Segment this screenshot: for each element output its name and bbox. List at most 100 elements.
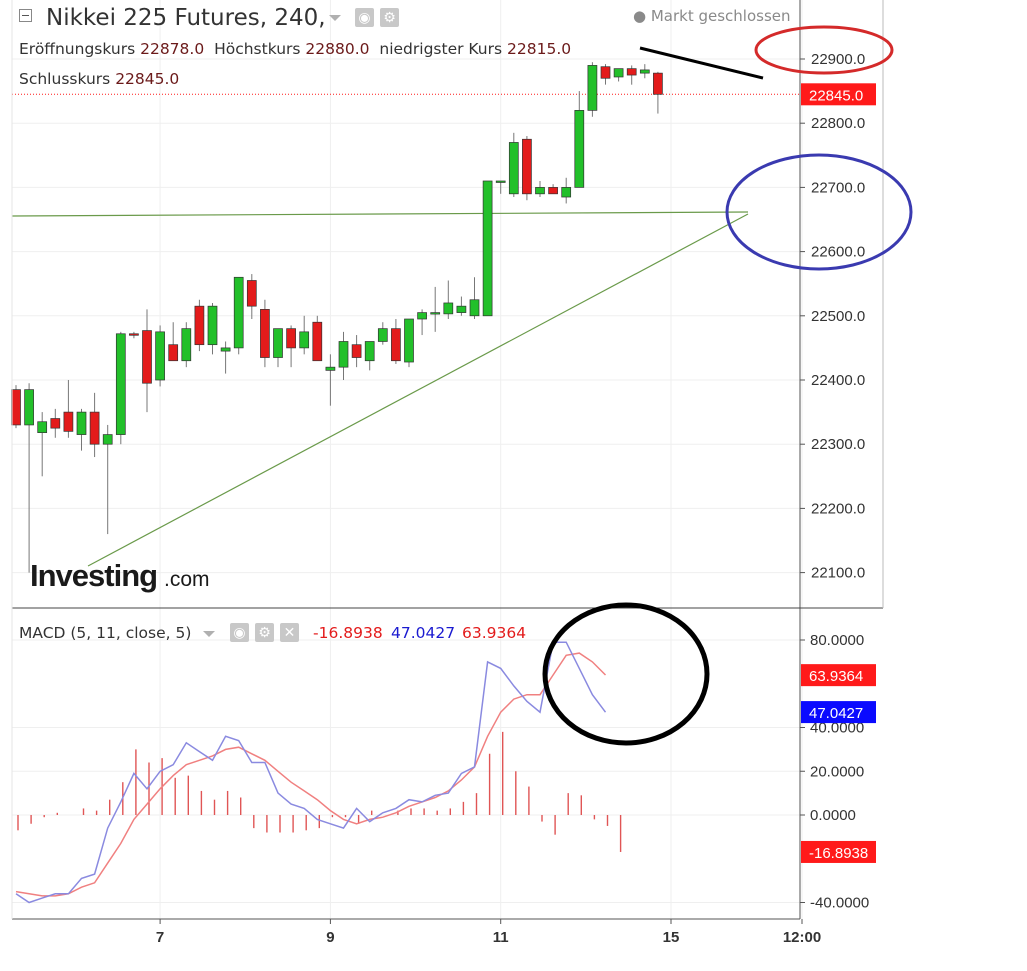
candle-body: [181, 328, 192, 362]
horizontal-trendline: [11, 211, 749, 217]
high-value: 22880.0: [305, 40, 370, 58]
histogram-badge: -16.8938: [809, 845, 868, 862]
time-tick-label: 12:00: [783, 929, 821, 946]
time-tick-label: 9: [326, 929, 334, 946]
candle-body: [50, 418, 61, 429]
macd-line: [15, 641, 607, 904]
candle-body: [246, 280, 257, 307]
candle-body: [312, 321, 323, 362]
red-circle-annotation: [754, 25, 894, 75]
candle-body: [233, 276, 244, 349]
rising-trendline: [87, 213, 749, 567]
collapse-icon[interactable]: [19, 9, 32, 22]
candle-body: [469, 299, 480, 317]
candle-body: [443, 302, 454, 315]
candle-body: [37, 421, 48, 433]
candle-body: [364, 341, 375, 362]
candle-body: [653, 72, 663, 95]
price-tick-label: 22200.0: [811, 500, 865, 517]
macd-histogram-value: -16.8938: [313, 624, 383, 642]
candle-body: [639, 69, 650, 74]
signal-badge-bg: [801, 664, 876, 687]
candle-body: [24, 389, 34, 426]
candle-body: [430, 312, 441, 315]
candle-body: [417, 312, 427, 320]
candle-body: [63, 411, 74, 432]
candle-body: [76, 411, 87, 435]
signal-badge: 63.9364: [809, 668, 863, 685]
price-tick-label: 22300.0: [811, 436, 865, 453]
close-icon[interactable]: ✕: [280, 623, 299, 642]
macd-tick-label: 20.0000: [810, 763, 864, 780]
candle-body: [574, 110, 585, 188]
chevron-down-icon[interactable]: [203, 631, 215, 637]
candle-body: [220, 347, 231, 352]
candle-body: [377, 328, 388, 342]
macd-badge: 47.0427: [809, 705, 863, 722]
macd-tick-label: 40.0000: [810, 720, 864, 737]
candle-body: [404, 318, 414, 363]
low-label: niedrigster Kurs: [379, 40, 503, 58]
high-label: Höchstkurs: [214, 40, 301, 58]
price-tick-label: 22900.0: [811, 51, 865, 68]
candle-body: [548, 187, 558, 195]
watermark-suffix: .com: [164, 568, 210, 591]
candle-body: [142, 330, 152, 384]
price-tick-label: 22700.0: [811, 179, 865, 196]
black-circle-annotation: [542, 602, 710, 746]
price-tick-label: 22600.0: [811, 244, 865, 261]
candle-body: [613, 68, 624, 78]
time-tick-label: 11: [493, 929, 509, 946]
price-tick-label: 22100.0: [811, 565, 865, 582]
open-label: Eröffnungskurs: [19, 40, 136, 58]
black-trend-annotation: [639, 46, 764, 80]
candle-body: [456, 305, 467, 313]
histogram-badge-bg: [801, 840, 876, 863]
candle-body: [89, 411, 100, 445]
candle-body: [561, 187, 572, 198]
close-label: Schlusskurs: [19, 70, 111, 88]
candle-body: [626, 68, 637, 76]
gear-icon[interactable]: ⚙: [380, 8, 399, 27]
close-value: 22845.0: [115, 70, 180, 88]
chevron-down-icon[interactable]: [329, 15, 341, 21]
macd-line-value: 47.0427: [391, 624, 456, 642]
ohlc-row: Eröffnungskurs 22878.0 Höchstkurs 22880.…: [19, 40, 571, 58]
price-tick-label: 22500.0: [811, 308, 865, 325]
open-value: 22878.0: [140, 40, 205, 58]
macd-badge-bg: [801, 701, 876, 724]
candle-body: [286, 328, 296, 349]
last-price-badge: 22845.0: [809, 87, 863, 104]
price-tick-label: 22800.0: [811, 115, 865, 132]
signal-line: [15, 652, 607, 897]
candle-body: [535, 187, 545, 195]
candle-body: [11, 389, 21, 426]
macd-tick-label: -40.0000: [810, 895, 869, 912]
market-status: ● Markt geschlossen: [633, 7, 791, 25]
eye-icon[interactable]: ◉: [355, 8, 374, 27]
price-tick-label: 22400.0: [811, 372, 865, 389]
candle-body: [299, 331, 310, 349]
last-price-badge-bg: [801, 83, 876, 106]
candle-body: [587, 65, 598, 111]
candle-body: [168, 344, 179, 362]
candle-body: [207, 305, 218, 346]
macd-signal-value: 63.9364: [462, 624, 527, 642]
low-value: 22815.0: [507, 40, 572, 58]
time-tick-label: 15: [663, 929, 680, 946]
candle-body: [115, 333, 126, 435]
macd-tick-label: 0.0000: [810, 807, 856, 824]
candle-body: [495, 180, 506, 183]
candle-body: [260, 309, 270, 358]
gear-icon[interactable]: ⚙: [255, 623, 274, 642]
candle-body: [482, 180, 493, 317]
candle-body: [129, 333, 139, 336]
candle-body: [508, 142, 519, 195]
candle-body: [194, 305, 205, 346]
candle-body: [325, 366, 336, 371]
candle-body: [338, 341, 349, 368]
candle-body: [600, 66, 611, 79]
eye-icon[interactable]: ◉: [230, 623, 249, 642]
